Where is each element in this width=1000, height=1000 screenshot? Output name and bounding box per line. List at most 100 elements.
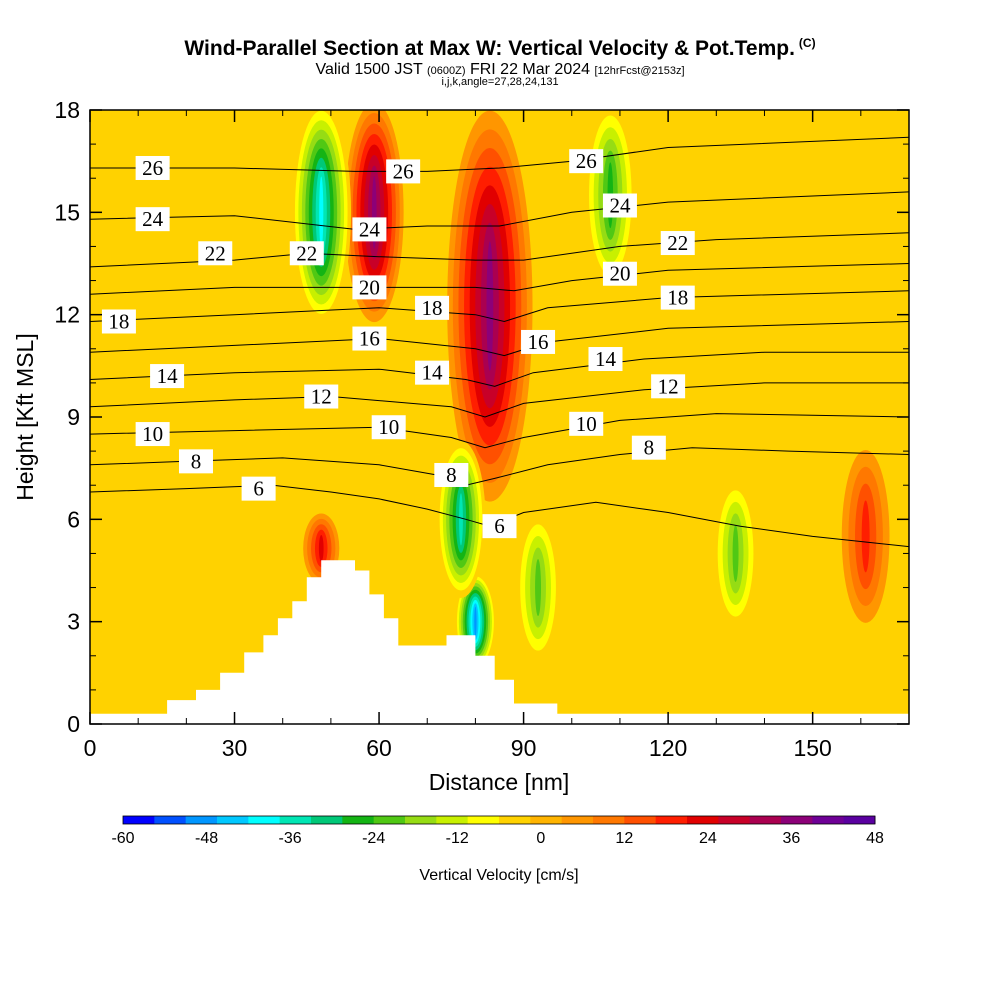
colorbar-swatch [123, 816, 155, 824]
contour-label: 10 [576, 412, 597, 436]
y-tick-label: 9 [67, 404, 80, 430]
contour-8 [90, 447, 909, 486]
colorbar-swatch [154, 816, 187, 824]
chart-title-text: Wind-Parallel Section at Max W: Vertical… [184, 37, 795, 60]
contour-label-box [101, 309, 136, 334]
contour-24 [90, 191, 909, 230]
contour-label-box [588, 347, 623, 372]
downdraft-2 [291, 110, 352, 324]
contour-label: 20 [609, 262, 630, 286]
downdraft-level [459, 493, 463, 546]
colorbar-swatch [405, 816, 437, 824]
contour-label: 12 [658, 374, 679, 398]
updraft-0 [447, 110, 533, 502]
colorbar-tick-label: 36 [783, 830, 801, 847]
y-tick-label: 15 [54, 199, 80, 225]
colorbar-swatch [593, 816, 625, 824]
contour-26 [90, 136, 909, 172]
colorbar-tick-label: -36 [279, 830, 302, 847]
contour-label: 16 [359, 327, 380, 351]
contour-label: 24 [142, 207, 164, 231]
y-tick-label: 18 [54, 97, 80, 123]
chart-title: Wind-Parallel Section at Max W: Vertical… [0, 36, 1000, 61]
colorbar-swatch [843, 816, 876, 824]
x-tick-label: 90 [511, 735, 537, 761]
colorbar-swatch [373, 816, 406, 824]
contour-10 [90, 413, 909, 449]
contour-label-box [135, 207, 170, 232]
x-tick-label: 60 [366, 735, 392, 761]
contour-label-box [415, 295, 450, 320]
downdraft-level [319, 176, 324, 249]
contour-label-box [569, 149, 604, 174]
colorbar-swatch [687, 816, 719, 824]
contour-label-box [651, 374, 686, 399]
contour-label: 24 [359, 217, 381, 241]
contour-label: 22 [667, 231, 688, 255]
contour-label: 6 [253, 477, 264, 501]
contour-label-box [241, 476, 276, 501]
downdraft-3 [515, 512, 561, 663]
contour-label-box [135, 155, 170, 180]
colorbar-frame [122, 815, 876, 825]
updraft-level [486, 241, 494, 371]
contour-label: 22 [296, 241, 317, 265]
contour-label-box [289, 241, 324, 266]
colorbar-swatch [467, 816, 500, 824]
forecast-info: [12hrFcst@2153z] [594, 65, 685, 77]
x-tick-label: 0 [84, 735, 97, 761]
colorbar-swatch [217, 816, 249, 824]
y-tick-label: 6 [67, 506, 80, 532]
x-tick-label: 30 [222, 735, 248, 761]
colorbar-swatch [248, 816, 281, 824]
colorbar: -60 -48 -36 -24 -12 0 12 24 36 48 [111, 815, 884, 847]
copyright-mark: (C) [798, 36, 816, 50]
contour-labels: 6 6 8 8 8 10 10 10 12 12 14 14 14 16 16 18 18 18 20 20 22 22 2… [101, 149, 695, 539]
grid-indices: i,j,k,angle=27,28,24,131 [441, 76, 559, 88]
colorbar-swatch [749, 816, 782, 824]
downdraft-level [732, 524, 739, 582]
colorbar-swatch [311, 816, 343, 824]
colorbar-tick-label: -60 [111, 830, 134, 847]
colorbar-tick-label: -24 [362, 830, 385, 847]
contour-label: 14 [422, 361, 444, 385]
contour-label-box [434, 462, 469, 487]
downdraft-5 [712, 478, 759, 629]
contour-label-box [482, 514, 517, 539]
contour-label: 20 [359, 275, 380, 299]
contour-label-box [178, 449, 213, 474]
y-axis-label: Height [Kft MSL] [12, 333, 38, 500]
updraft-level [318, 535, 324, 562]
contour-14 [90, 351, 909, 387]
contour-label: 22 [205, 241, 226, 265]
contour-label-box [602, 261, 637, 286]
colorbar-swatch [530, 816, 563, 824]
colorbar-tick-label: 12 [615, 830, 633, 847]
contour-label-box [602, 193, 637, 218]
colorbar-swatch [718, 816, 751, 824]
chart-subtitle: Valid 1500 JST (0600Z) FRI 22 Mar 2024 [… [0, 61, 1000, 79]
colorbar-swatch [812, 816, 845, 824]
colorbar-tick-label: 48 [866, 830, 884, 847]
contour-label: 8 [446, 463, 457, 487]
contour-label-box [352, 275, 387, 300]
contour-label: 8 [644, 436, 655, 460]
contour-label: 26 [393, 159, 414, 183]
contour-label: 18 [667, 286, 688, 310]
contour-label: 6 [494, 514, 505, 538]
colorbar-swatch [499, 816, 531, 824]
contour-label-box [386, 159, 421, 184]
colorbar-swatch [781, 816, 813, 824]
x-axis-label: Distance [nm] [429, 769, 570, 795]
contour-label-box [631, 435, 666, 460]
contour-label-box [521, 329, 556, 354]
contour-label: 26 [142, 156, 163, 180]
y-tick-label: 12 [54, 302, 80, 328]
x-tick-label: 120 [649, 735, 687, 761]
updraft-level [861, 500, 870, 573]
contour-label: 18 [422, 296, 443, 320]
colorbar-swatch [185, 816, 218, 824]
contour-label: 26 [576, 149, 597, 173]
y-tick-label: 3 [67, 609, 80, 635]
